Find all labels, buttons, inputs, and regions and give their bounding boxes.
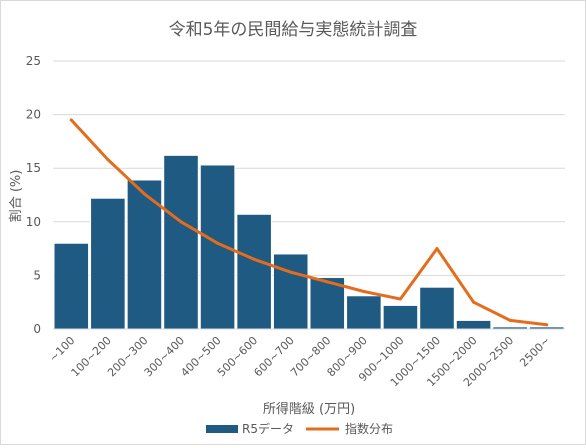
y-tick-label: 5: [33, 268, 41, 282]
legend-label-line: 指数分布: [345, 421, 393, 436]
bar: [419, 286, 455, 330]
line-point: [435, 247, 439, 251]
x-tick-label: 2500~: [517, 334, 553, 370]
bar: [90, 197, 126, 330]
x-axis-ticks: ~100100~200200~300300~400400~500500~6006…: [47, 334, 553, 389]
line-point: [545, 323, 549, 327]
bar: [163, 154, 199, 330]
line-point: [472, 300, 476, 304]
y-axis-ticks: 0 5 10 15 20 25: [26, 54, 41, 336]
line-point: [216, 241, 220, 245]
x-tick-label: ~100: [47, 334, 78, 365]
line-point: [508, 318, 512, 322]
y-tick-label: 25: [26, 54, 41, 68]
x-axis-title: 所得階級 (万円): [263, 401, 355, 417]
y-axis-title: 割合 (%): [8, 170, 24, 223]
bar: [53, 242, 90, 330]
y-tick-label: 10: [26, 215, 41, 229]
legend-swatch-bar: [206, 425, 238, 433]
line-series: [69, 118, 549, 327]
line-point: [179, 220, 183, 224]
y-tick-label: 20: [26, 108, 41, 122]
line-point: [106, 158, 110, 162]
bar: [272, 253, 309, 330]
line-point: [325, 280, 329, 284]
bar: [346, 295, 382, 330]
legend: R5データ 指数分布: [206, 421, 393, 436]
line-point: [69, 118, 73, 122]
line-point: [362, 289, 366, 293]
bar: [455, 319, 492, 330]
line-point: [289, 270, 293, 274]
bar: [126, 179, 163, 330]
line-point: [252, 257, 256, 261]
y-tick-label: 0: [33, 322, 41, 336]
y-tick-label: 15: [26, 161, 41, 175]
bar: [382, 304, 419, 330]
legend-label-bar: R5データ: [242, 421, 294, 436]
bar-series: [53, 154, 565, 330]
line-point: [142, 192, 146, 196]
series-line: [69, 118, 549, 327]
bar: [236, 213, 272, 330]
chart-title: 令和5年の民間給与実態統計調査: [169, 20, 418, 40]
line-point: [398, 297, 402, 301]
